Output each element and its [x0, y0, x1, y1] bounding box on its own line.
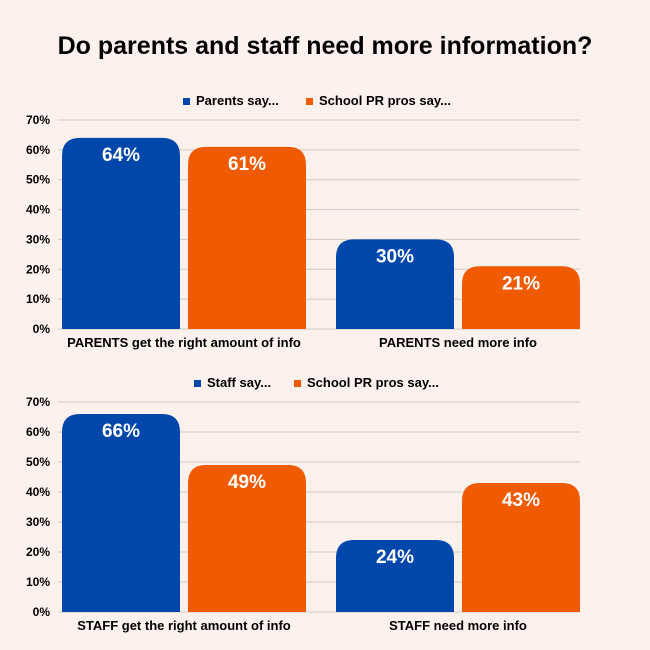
legend-label-2: School PR pros say...: [319, 93, 451, 108]
bar-2-2: [462, 483, 580, 612]
y-tick-label: 60%: [26, 425, 50, 439]
legend-label-1: Staff say...: [207, 375, 271, 390]
category-label: PARENTS get the right amount of info: [67, 335, 301, 350]
y-tick-label: 40%: [26, 203, 50, 217]
bar-chart-parents: Parents say... School PR pros say... 0% 10%…: [26, 93, 580, 350]
y-tick-label: 0%: [33, 605, 51, 619]
legend-swatch-1: [194, 380, 201, 387]
data-label: 43%: [502, 490, 540, 511]
bar-2-2: [462, 266, 580, 329]
category-label: STAFF get the right amount of info: [77, 618, 291, 633]
category-label: STAFF need more info: [389, 618, 527, 633]
data-label: 30%: [376, 246, 414, 267]
category-label: PARENTS need more info: [379, 335, 537, 350]
y-tick-label: 60%: [26, 143, 50, 157]
y-tick-label: 10%: [26, 575, 50, 589]
legend-label-1: Parents say...: [196, 93, 279, 108]
y-tick-label: 20%: [26, 545, 50, 559]
bar-1-2: [336, 540, 454, 612]
bar-2-1: [188, 465, 306, 612]
y-tick-label: 70%: [26, 113, 50, 127]
y-tick-label: 10%: [26, 292, 50, 306]
y-tick-label: 40%: [26, 485, 50, 499]
legend-swatch-2: [306, 98, 313, 105]
y-tick-label: 30%: [26, 232, 50, 246]
y-tick-label: 50%: [26, 455, 50, 469]
y-tick-label: 70%: [26, 395, 50, 409]
data-label: 66%: [102, 421, 140, 442]
data-label: 49%: [228, 472, 266, 493]
bar-2-1: [188, 146, 306, 329]
bar-chart-staff: Staff say... School PR pros say... 0% 10% 20…: [26, 375, 580, 633]
legend-swatch-1: [183, 98, 190, 105]
data-label: 64%: [102, 145, 140, 166]
page-title: Do parents and staff need more informati…: [57, 32, 593, 60]
bar-1-1: [62, 137, 180, 329]
data-label: 24%: [376, 547, 414, 568]
bar-1-1: [62, 414, 180, 612]
y-tick-label: 20%: [26, 262, 50, 276]
bar-1-2: [336, 239, 454, 329]
y-tick-label: 30%: [26, 515, 50, 529]
y-tick-label: 0%: [33, 322, 51, 336]
data-label: 61%: [228, 154, 266, 175]
legend-swatch-2: [294, 380, 301, 387]
y-tick-label: 50%: [26, 173, 50, 187]
data-label: 21%: [502, 273, 540, 294]
legend-label-2: School PR pros say...: [307, 375, 439, 390]
